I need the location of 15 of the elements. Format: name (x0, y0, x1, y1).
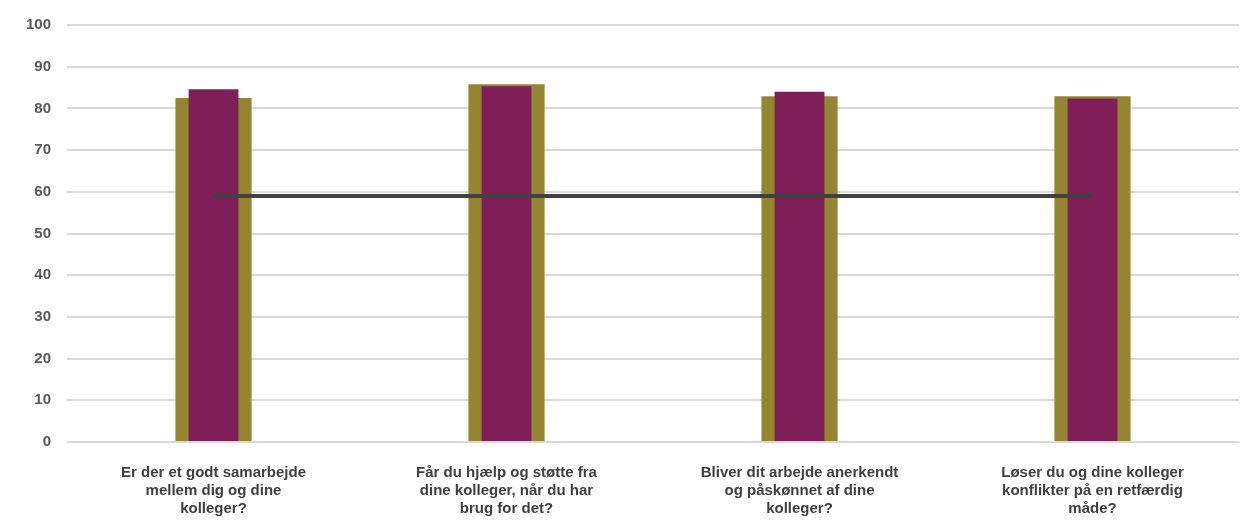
x-tick-label: Løser du og dine kolleger konflikter på en retfærdig måde? (1001, 463, 1184, 517)
y-tick-label: 80 (34, 98, 52, 116)
x-tick-label: Er der et godt samarbejde mellem dig og dine kolleger? (120, 463, 307, 517)
x-tick-label: Bliver dit arbejde anerkendt og påskønnet af dine kolleger? (700, 463, 899, 517)
y-tick-label: 0 (42, 432, 52, 450)
y-tick-label: 100 (26, 15, 52, 33)
y-tick-label: 70 (34, 140, 52, 158)
y-tick-label: 20 (34, 348, 52, 366)
y-tick-label: 40 (34, 265, 52, 283)
y-tick-label: 90 (34, 56, 52, 74)
y-tick-label: 10 (34, 390, 52, 408)
y-tick-label: 60 (34, 181, 52, 199)
x-tick-label: Får du hjælp og støtte fra dine kolleger, når du har brug for det? (416, 463, 598, 517)
y-tick-label: 30 (34, 307, 52, 325)
y-tick-label: 50 (34, 223, 52, 241)
